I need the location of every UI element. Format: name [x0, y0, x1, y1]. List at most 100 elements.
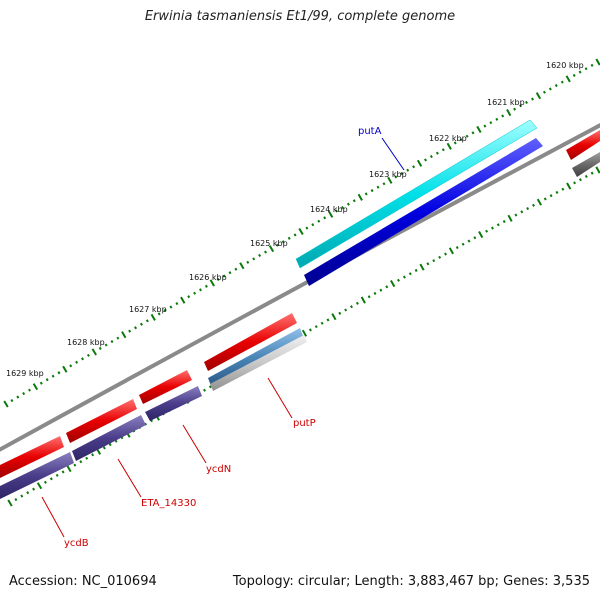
gene-ETA-14330[interactable] [72, 415, 146, 461]
minor-tick [134, 326, 138, 330]
gene-right-dark[interactable] [572, 152, 600, 177]
minor-tick [400, 172, 404, 176]
minor-tick [45, 378, 49, 382]
minor-tick [222, 274, 226, 278]
gene-putP-grey[interactable] [210, 335, 307, 391]
major-tick [506, 109, 512, 117]
minor-tick [578, 70, 582, 74]
minor-tick [561, 187, 565, 191]
gene-red-forward-3[interactable] [66, 399, 137, 443]
accession-text: Accession: NC_010694 [9, 574, 157, 589]
gene-red-forward-2[interactable] [139, 370, 192, 404]
major-tick [298, 227, 304, 236]
minor-tick [187, 295, 191, 299]
minor-tick [412, 165, 416, 169]
minor-tick [355, 301, 359, 305]
minor-tick [199, 288, 202, 292]
leader-ETA-14330 [117, 458, 142, 498]
minor-tick [489, 121, 493, 125]
minor-tick [14, 498, 18, 502]
minor-tick [560, 80, 564, 84]
gene-red-forward-1[interactable] [204, 313, 297, 371]
page-title: Erwinia tasmaniensis Et1/99, complete ge… [144, 9, 456, 24]
minor-tick [69, 364, 73, 368]
gene-ycdN[interactable] [145, 386, 202, 421]
major-tick [448, 247, 454, 255]
minor-tick [590, 171, 594, 175]
major-tick [357, 193, 363, 201]
tick-label-1629: 1629 kbp [6, 369, 44, 378]
gene-label-ETA-14330[interactable]: ETA_14330 [141, 498, 196, 509]
major-tick [66, 465, 72, 473]
minor-tick [444, 252, 447, 256]
minor-tick [258, 253, 262, 257]
major-tick [595, 58, 600, 66]
gene-putA-outer[interactable] [295, 119, 538, 269]
gene-right-red[interactable] [566, 130, 600, 160]
minor-tick [453, 141, 457, 145]
gene-label-ycdN[interactable]: ycdN [206, 464, 231, 475]
minor-tick [32, 487, 36, 491]
minor-tick [471, 131, 475, 135]
minor-tick [549, 194, 553, 198]
minor-tick [28, 388, 31, 392]
gene-label-putP[interactable]: putP [293, 418, 316, 429]
minor-tick [432, 259, 436, 263]
major-tick [595, 166, 600, 174]
minor-tick [543, 197, 547, 201]
gene-ycdB[interactable] [0, 452, 74, 499]
minor-tick [465, 134, 469, 138]
minor-tick [408, 272, 412, 276]
minor-tick [281, 240, 285, 244]
minor-tick [157, 312, 161, 316]
tick-label-1628: 1628 kbp [67, 338, 105, 347]
major-tick [565, 75, 571, 83]
minor-tick [424, 158, 427, 162]
minor-tick [287, 236, 291, 240]
major-tick [7, 499, 13, 507]
tick-label-1621: 1621 kbp [487, 98, 525, 107]
major-tick [419, 263, 425, 271]
minor-tick [341, 206, 344, 210]
minor-tick [572, 73, 576, 77]
minor-tick [578, 178, 582, 182]
minor-tick [51, 374, 55, 378]
major-tick [536, 198, 542, 206]
minor-tick [102, 446, 106, 450]
minor-tick [311, 223, 315, 227]
gene-label-ycdB[interactable]: ycdB [64, 538, 89, 549]
minor-tick [85, 456, 89, 460]
minor-tick [483, 124, 487, 128]
minor-tick [501, 114, 505, 118]
minor-tick [441, 148, 445, 152]
minor-tick [376, 185, 380, 189]
gene-label-putA[interactable]: putA [358, 126, 382, 137]
minor-tick [61, 470, 65, 474]
minor-tick [394, 175, 398, 179]
minor-tick [10, 399, 14, 403]
gene-putP-inner[interactable] [208, 328, 303, 386]
major-tick [535, 92, 542, 100]
minor-tick [379, 288, 383, 292]
major-tick [360, 296, 366, 304]
major-tick [91, 348, 97, 356]
major-tick [62, 365, 68, 373]
minor-tick [525, 100, 528, 104]
minor-tick [79, 460, 83, 464]
minor-tick [514, 213, 518, 217]
gene-red-forward-4[interactable] [0, 436, 64, 478]
minor-tick [435, 151, 439, 155]
minor-tick [385, 285, 389, 289]
minor-tick [73, 463, 77, 467]
minor-tick [373, 291, 377, 295]
major-tick [36, 482, 43, 490]
minor-tick [26, 491, 30, 495]
major-tick [328, 210, 334, 218]
gene-putA-inner[interactable] [304, 138, 543, 286]
major-tick [121, 331, 127, 339]
minor-tick [459, 138, 463, 142]
minor-tick [49, 477, 53, 481]
topology-text: Topology: circular; Length: 3,883,467 bp… [232, 574, 590, 589]
minor-tick [526, 207, 530, 211]
